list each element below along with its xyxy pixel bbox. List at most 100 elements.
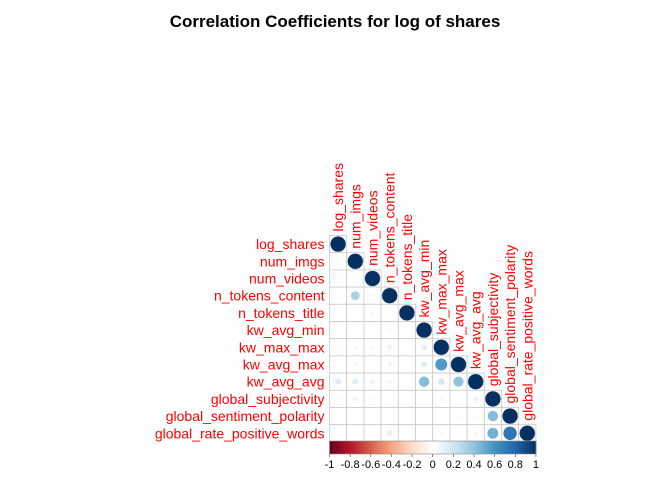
colorbar-segment <box>515 441 520 454</box>
corr-circle <box>386 430 393 437</box>
colorbar-segment <box>480 441 485 454</box>
corr-circle <box>354 311 357 315</box>
colorbar-segment <box>491 441 496 454</box>
colorbar-segment <box>511 441 516 454</box>
colorbar-segment <box>405 441 410 454</box>
corr-circle <box>484 390 502 408</box>
colorbar-segment <box>436 441 440 454</box>
corr-circle <box>336 328 340 332</box>
column-label: global_rate_positive_words <box>519 251 535 421</box>
colorbar-tick-label: 1 <box>533 459 539 471</box>
colorbar-segment <box>453 441 458 454</box>
color-legend: -1 -0.8 -0.6 -0.4 -0.2 0 0.2 0.4 0.6 0.8 1 <box>325 440 539 471</box>
corr-circle <box>406 363 408 366</box>
corr-circle <box>388 311 391 315</box>
corr-circle <box>336 259 340 263</box>
corr-circle <box>453 376 464 387</box>
corr-circle <box>487 410 499 422</box>
row-label: kw_avg_avg <box>247 374 325 390</box>
grid-cell <box>415 424 434 443</box>
colorbar-segment <box>381 441 385 454</box>
corr-circle <box>519 425 536 442</box>
colorbar-segment <box>394 441 399 454</box>
corr-circle <box>337 432 339 435</box>
colorbar-segment <box>339 441 344 454</box>
corr-circle <box>388 414 391 418</box>
colorbar-segment <box>484 441 489 454</box>
row-label: kw_avg_min <box>247 322 325 338</box>
colorbar-segment <box>501 441 506 454</box>
corr-circle <box>437 378 445 386</box>
colorbar-tick-label: -0.4 <box>382 459 401 471</box>
row-label: n_tokens_title <box>238 305 325 321</box>
corr-circle <box>457 397 460 401</box>
colorbar-tick-label: 0.4 <box>466 459 481 471</box>
corr-circle <box>381 287 398 304</box>
colorbar-segment <box>418 441 423 454</box>
colorbar-segment <box>443 441 447 454</box>
column-label: log_shares <box>330 163 346 232</box>
colorbar-segment <box>456 441 461 454</box>
colorbar-segment <box>494 441 499 454</box>
corr-circle <box>387 379 392 384</box>
column-label: global_sentiment_polarity <box>502 245 518 404</box>
colorbar-segment <box>522 441 526 454</box>
corr-circle <box>354 415 357 417</box>
row-label: global_rate_positive_words <box>155 425 325 441</box>
column-label: kw_avg_min <box>416 240 432 318</box>
grid-cell <box>346 321 365 340</box>
corr-circle <box>336 362 340 367</box>
corr-circle <box>353 277 357 280</box>
corr-circle <box>370 397 375 401</box>
corr-circle <box>387 328 392 332</box>
corr-circle <box>337 312 339 314</box>
colorbar-segment <box>332 441 337 454</box>
chart-title: Correlation Coefficients for log of shar… <box>170 12 501 31</box>
column-label: num_videos <box>365 190 381 266</box>
corr-circle <box>336 277 340 280</box>
colorbar-segment <box>463 441 468 454</box>
colorbar-segment <box>422 441 427 454</box>
corr-circle <box>405 380 409 383</box>
colorbar-segment <box>374 441 379 454</box>
corr-circle <box>370 414 375 418</box>
column-label: n_tokens_title <box>399 214 415 301</box>
colorbar-tick-label: 0.8 <box>508 459 523 471</box>
corr-circle <box>439 431 444 436</box>
colorbar-segment <box>412 441 416 454</box>
colorbar-tick-label: -0.2 <box>403 459 422 471</box>
row-label: log_shares <box>256 236 325 252</box>
column-label: num_imgs <box>347 184 363 249</box>
corr-circle <box>406 415 408 417</box>
colorbar-segment <box>377 441 382 454</box>
colorbar-segment <box>518 441 523 454</box>
colorbar-segment <box>460 441 465 454</box>
row-label: global_subjectivity <box>211 391 325 407</box>
corr-circle <box>387 344 393 350</box>
corr-circle <box>387 362 393 367</box>
colorbar-tick-label: 0.6 <box>487 459 502 471</box>
corr-circle <box>440 415 443 417</box>
corr-circle <box>329 235 347 253</box>
grid-cell <box>363 424 382 443</box>
corr-circle <box>370 311 375 315</box>
column-label: kw_max_max <box>433 249 449 335</box>
colorbar-segment <box>498 441 502 454</box>
colorbar-segment <box>467 441 471 454</box>
colorbar-segment <box>384 441 389 454</box>
corr-circle <box>418 376 430 387</box>
corr-circle <box>336 397 340 401</box>
colorbar-segment <box>367 441 372 454</box>
colorbar-segment <box>508 441 513 454</box>
corr-circle <box>422 397 426 401</box>
colorbar-segment <box>415 441 420 454</box>
corr-circle <box>450 356 467 373</box>
colorbar-tick-label: 0 <box>430 459 436 471</box>
colorbar-segment <box>398 441 403 454</box>
corr-circle <box>388 397 392 401</box>
corr-circle <box>347 253 364 270</box>
colorbar-segment <box>336 441 341 454</box>
corr-circle <box>336 414 340 418</box>
corr-circle <box>335 378 342 385</box>
